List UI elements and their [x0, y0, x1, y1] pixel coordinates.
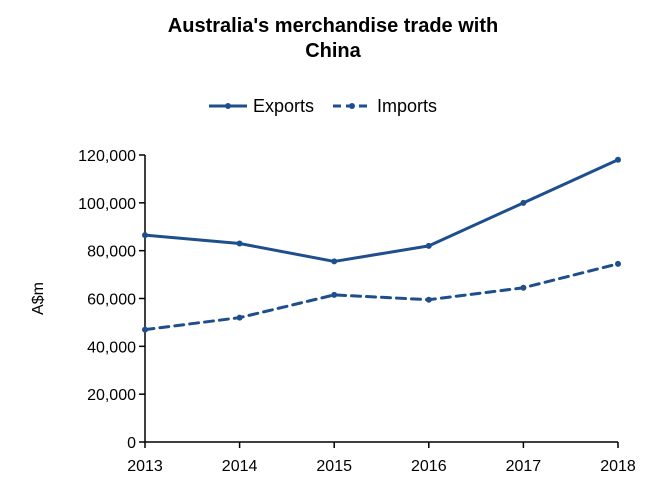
x-tick-label: 2017	[506, 458, 542, 475]
data-point-imports	[236, 314, 243, 321]
data-point-exports	[520, 199, 527, 206]
y-tick-label: 0	[127, 435, 136, 452]
y-tick-label: 100,000	[78, 196, 136, 213]
x-tick-label: 2016	[411, 458, 447, 475]
legend-label-imports: Imports	[377, 95, 438, 116]
legend-item-imports: Imports	[333, 94, 437, 118]
data-point-imports	[615, 260, 621, 267]
data-point-exports	[331, 258, 338, 265]
series-layer	[142, 156, 621, 333]
y-tick-label: 20,000	[87, 387, 136, 404]
data-point-imports	[520, 284, 527, 291]
legend-item-exports: Exports	[209, 94, 314, 118]
x-tick-label: 2013	[127, 458, 163, 475]
legend-swatch-imports	[333, 103, 371, 109]
series-line-exports	[143, 158, 620, 263]
legend: Exports Imports	[0, 94, 666, 118]
data-point-exports	[615, 156, 621, 163]
chart-title-line-1: Australia's merchandise trade with	[167, 15, 499, 37]
x-tick-label: 2015	[316, 458, 352, 475]
tick-labels: 0 20,000 40,000 60,000 80,000 100,000 120,000 2…	[30, 148, 636, 475]
legend-label-exports: Exports	[253, 95, 315, 116]
series-line-imports	[143, 262, 620, 332]
y-axis-title: A$m	[30, 282, 47, 315]
x-tick-label: 2018	[600, 458, 636, 475]
y-tick-label: 60,000	[87, 292, 136, 309]
y-tick-label: 40,000	[87, 339, 136, 356]
y-tick-label: 80,000	[87, 244, 136, 261]
data-point-exports	[236, 240, 243, 247]
data-point-imports	[331, 291, 338, 298]
chart-title-line-2: China	[305, 40, 361, 62]
data-point-exports	[425, 242, 432, 249]
data-point-imports	[425, 296, 432, 303]
legend-swatch-exports	[209, 103, 247, 109]
axes	[139, 154, 619, 448]
data-point-exports	[142, 232, 148, 239]
x-tick-label: 2014	[222, 458, 258, 475]
data-point-imports	[142, 326, 148, 333]
y-tick-label: 120,000	[78, 148, 136, 165]
chart-title: Australia's merchandise trade with China	[0, 14, 666, 64]
